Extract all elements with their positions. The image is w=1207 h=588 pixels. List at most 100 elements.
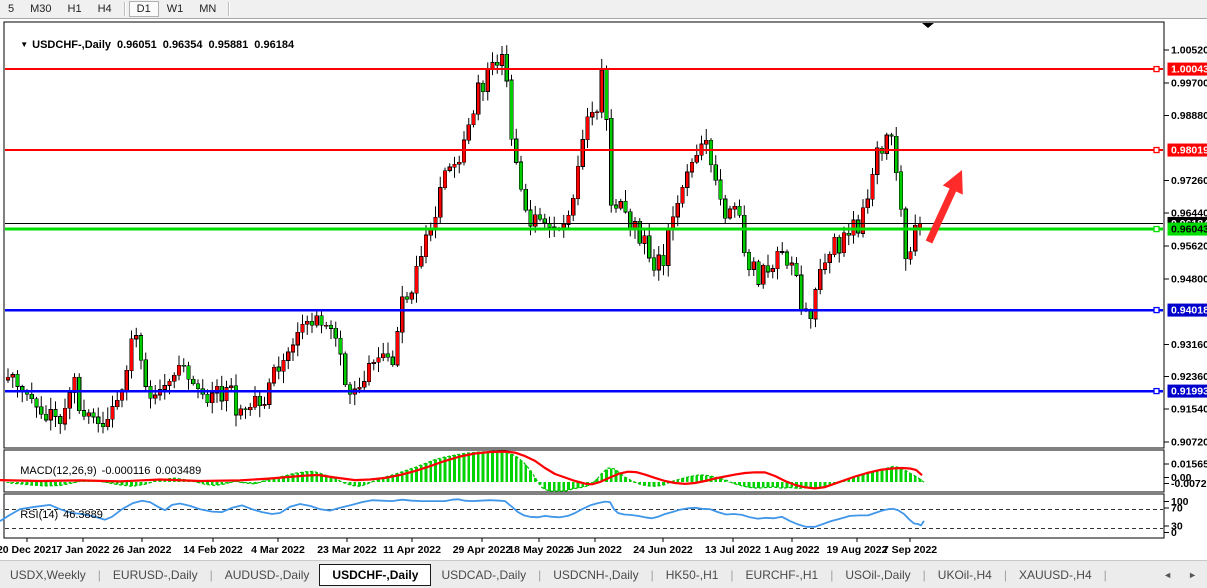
svg-text:19 Aug 2022: 19 Aug 2022 (827, 544, 888, 556)
timeframe-button-m30[interactable]: M30 (30, 3, 52, 15)
svg-text:0.96043: 0.96043 (1171, 224, 1207, 236)
line-anchor-marker[interactable] (1153, 306, 1160, 314)
chart-tab-audusd[interactable]: AUDUSD-,Daily (224, 568, 310, 582)
svg-text:30: 30 (1171, 521, 1183, 533)
tab-separator: | (97, 568, 101, 582)
svg-text:70: 70 (1171, 503, 1183, 515)
svg-text:1.00043: 1.00043 (1171, 64, 1207, 76)
price-badge-0.94018: 0.94018 (1167, 303, 1207, 317)
chart-tab-usdcnh[interactable]: USDCNH-,Daily (553, 568, 639, 582)
timeframe-button-mn[interactable]: MN (199, 3, 217, 15)
scroll-position-marker[interactable] (922, 23, 934, 28)
rsi-indicator-label: RSI(14) 46.3889 (20, 509, 103, 521)
timeframe-button-h4[interactable]: H4 (97, 3, 112, 15)
chart-tab-usdcad[interactable]: USDCAD-,Daily (441, 568, 527, 582)
chart-tab-bar: USDX,Weekly | EURUSD-,Daily | AUDUSD-,Daily U… (0, 560, 1207, 588)
price-badge-0.96043: 0.96043 (1167, 222, 1207, 236)
svg-text:0.98019: 0.98019 (1171, 145, 1207, 157)
svg-text:0.96440: 0.96440 (1171, 208, 1207, 220)
chart-panels (3, 21, 1165, 539)
annotations-layer (922, 23, 963, 244)
rsi-line (0, 498, 925, 528)
price-axis: 1.00520 0.99700 0.98880 0.97260 0.96440 0.956… (1164, 45, 1207, 539)
macd-main-line (9, 450, 925, 492)
rsi-value: 46.3889 (63, 509, 103, 521)
svg-text:26 Jan 2022: 26 Jan 2022 (113, 544, 172, 556)
svg-text:0.90720: 0.90720 (1171, 437, 1207, 449)
svg-text:0.94800: 0.94800 (1171, 273, 1207, 285)
candles-layer (5, 45, 923, 434)
svg-text:-0.007259: -0.007259 (1171, 478, 1207, 490)
chart-tab-hk50[interactable]: HK50-,H1 (665, 568, 719, 582)
chart-canvas: 1.00520 0.99700 0.98880 0.97260 0.96440 0.956… (0, 21, 1207, 556)
macd-signal-value: 0.003489 (155, 465, 202, 477)
svg-text:0.015654: 0.015654 (1171, 459, 1207, 471)
svg-text:0.97260: 0.97260 (1171, 175, 1207, 187)
date-axis: 20 Dec 2021 7 Jan 2022 26 Jan 2022 14 Feb 2… (0, 538, 937, 556)
tab-separator: | (209, 568, 213, 582)
tab-separator: | (1003, 568, 1007, 582)
svg-text:18 May 2022: 18 May 2022 (508, 544, 569, 556)
svg-text:0: 0 (1171, 527, 1177, 539)
svg-text:20 Dec 2021: 20 Dec 2021 (0, 544, 57, 556)
svg-text:7 Sep 2022: 7 Sep 2022 (883, 544, 937, 556)
tab-separator: | (1103, 568, 1107, 582)
svg-text:0.92360: 0.92360 (1171, 371, 1207, 383)
toolbar-separator (228, 2, 230, 16)
line-anchor-marker[interactable] (1153, 65, 1160, 73)
price-badge-1.00043: 1.00043 (1167, 62, 1207, 76)
svg-text:6 Jun 2022: 6 Jun 2022 (568, 544, 622, 556)
chart-dropdown-icon[interactable]: ▼ (20, 40, 29, 49)
svg-text:1.00520: 1.00520 (1171, 45, 1207, 57)
timeframe-button-5[interactable]: 5 (8, 3, 15, 15)
tab-separator: | (922, 568, 926, 582)
chart-tab-usdx[interactable]: USDX,Weekly (10, 568, 86, 582)
price-badge-0.91993: 0.91993 (1167, 384, 1207, 398)
symbol-period: USDCHF-,Daily (32, 39, 111, 51)
chart-title: ▼ USDCHF-,Daily 0.96051 0.96354 0.95881 0.961… (8, 27, 294, 63)
svg-text:0.94018: 0.94018 (1171, 305, 1207, 317)
timeframe-button-d1[interactable]: D1 (128, 1, 159, 17)
ohlc-open: 0.96051 (117, 39, 157, 51)
chart-tab-ukoil[interactable]: UKOil-,H4 (937, 568, 992, 582)
chart-tab-eurusd[interactable]: EURUSD-,Daily (112, 568, 198, 582)
tab-scroll-right-icon[interactable]: ► (1188, 570, 1197, 580)
chart-tab-xauusd[interactable]: XAUUSD-,H4 (1018, 568, 1092, 582)
tab-separator: | (538, 568, 542, 582)
svg-text:14 Feb 2022: 14 Feb 2022 (183, 544, 243, 556)
svg-text:1 Aug 2022: 1 Aug 2022 (764, 544, 819, 556)
svg-text:7 Jan 2022: 7 Jan 2022 (56, 544, 109, 556)
timeframe-toolbar: 5 M30 H1 H4 D1 W1 MN (0, 0, 1207, 19)
timeframe-button-h1[interactable]: H1 (67, 3, 82, 15)
svg-text:0.91993: 0.91993 (1171, 386, 1207, 398)
svg-text:0.00: 0.00 (1171, 472, 1192, 484)
chart-tab-eurchf[interactable]: EURCHF-,H1 (745, 568, 819, 582)
tab-scroll-left-icon[interactable]: ◄ (1163, 570, 1173, 580)
tab-separator: | (650, 568, 654, 582)
level-lines[interactable] (5, 65, 1163, 395)
svg-text:100: 100 (1171, 496, 1189, 508)
svg-text:0.99700: 0.99700 (1171, 77, 1207, 89)
svg-text:0.91540: 0.91540 (1171, 404, 1207, 416)
svg-text:0.95620: 0.95620 (1171, 241, 1207, 253)
tab-separator: | (730, 568, 734, 582)
macd-main-value: -0.000116 (101, 465, 151, 477)
line-anchor-marker[interactable] (1153, 146, 1160, 154)
macd-indicator-label: MACD(12,26,9) -0.000116 0.003489 (20, 465, 202, 477)
timeframe-button-w1[interactable]: W1 (166, 3, 184, 15)
chart-tab-usoil[interactable]: USOil-,Daily (845, 568, 911, 582)
trend-arrow[interactable] (925, 170, 963, 244)
line-anchor-marker[interactable] (1153, 225, 1160, 233)
ohlc-low: 0.95881 (208, 39, 249, 51)
line-anchor-marker[interactable] (1153, 387, 1160, 395)
macd-signal-line (0, 450, 923, 490)
svg-text:29 Apr 2022: 29 Apr 2022 (453, 544, 512, 556)
svg-text:24 Jun 2022: 24 Jun 2022 (633, 544, 693, 556)
svg-text:4 Mar 2022: 4 Mar 2022 (251, 544, 305, 556)
svg-text:0.93160: 0.93160 (1171, 339, 1207, 351)
toolbar-separator (123, 2, 125, 16)
price-badge-0.98019: 0.98019 (1167, 143, 1207, 157)
ohlc-high: 0.96354 (162, 39, 203, 51)
chart-tab-usdchf[interactable]: USDCHF-,Daily (319, 564, 432, 586)
